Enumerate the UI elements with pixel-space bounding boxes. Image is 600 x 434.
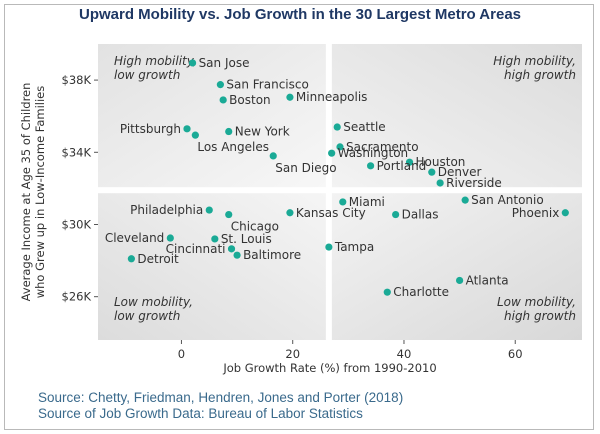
point-label: Dallas <box>402 208 439 222</box>
data-point <box>205 206 213 214</box>
data-point <box>436 179 444 187</box>
quadrant-labels: High mobility, low growth High mobility, hi… <box>114 54 576 323</box>
point-label: Tampa <box>334 240 374 254</box>
data-point <box>366 162 375 170</box>
data-point <box>225 210 233 219</box>
point-label: Pittsburgh <box>120 122 181 136</box>
quadrant-label-bottom-right: Low mobility, high growth <box>497 295 576 323</box>
point-label: Detroit <box>137 252 179 266</box>
data-point <box>461 196 469 204</box>
source-line-2: Source of Job Growth Data: Bureau of Lab… <box>38 406 363 421</box>
x-tick-label: 0 <box>178 347 185 361</box>
point-label: Charlotte <box>393 285 449 299</box>
source-line-1: Source: Chetty, Friedman, Hendren, Jones… <box>38 390 404 405</box>
point-label: Houston <box>416 155 466 169</box>
data-point <box>383 288 391 296</box>
point-label: San Francisco <box>226 78 308 92</box>
point-label: Portland <box>377 159 427 173</box>
point-label: Los Angeles <box>197 140 269 154</box>
data-point <box>211 235 219 243</box>
quadrant-label-top-right: High mobility, high growth <box>493 54 576 82</box>
point-label: Phoenix <box>512 206 560 220</box>
data-point <box>269 152 277 160</box>
y-tick-label: $34K <box>62 145 92 159</box>
x-tick-label: 40 <box>397 347 412 361</box>
quadrant-label-top-left: High mobility, low growth <box>114 54 197 82</box>
data-point <box>339 198 347 206</box>
data-point <box>191 131 199 139</box>
point-label: Miami <box>349 195 385 209</box>
point-label: Atlanta <box>466 273 509 287</box>
data-point <box>456 276 464 285</box>
point-label: Chicago <box>231 220 279 234</box>
x-axis-label: Job Growth Rate (%) from 1990-2010 <box>222 361 436 375</box>
point-label: St. Louis <box>221 232 272 246</box>
data-point <box>216 81 224 89</box>
data-point <box>183 125 191 133</box>
data-point <box>127 255 135 263</box>
x-tick-label: 60 <box>508 347 523 361</box>
data-point <box>219 96 227 104</box>
y-tick-label: $38K <box>62 73 92 87</box>
data-point <box>328 149 336 157</box>
data-point <box>561 209 569 217</box>
quadrant-top-right <box>331 44 582 188</box>
point-label: Seattle <box>343 120 385 134</box>
y-tick-label: $30K <box>62 217 92 231</box>
data-point <box>188 59 197 67</box>
y-tick-label: $26K <box>62 290 92 304</box>
point-label: Kansas City <box>296 206 366 220</box>
point-label: San Jose <box>199 56 250 70</box>
quadrant-backgrounds <box>98 44 582 340</box>
data-point <box>405 158 414 166</box>
quadrant-bottom-left <box>98 193 326 340</box>
data-point <box>392 210 400 219</box>
quadrant-label-bottom-left: Low mobility, low growth <box>114 295 193 323</box>
data-point <box>286 93 294 101</box>
data-point <box>286 209 294 217</box>
point-label: Minneapolis <box>296 90 368 104</box>
data-point <box>166 234 174 242</box>
point-label: Boston <box>229 93 270 107</box>
y-axis-label: Average Income at Age 35 of Childrenwho … <box>19 83 47 302</box>
x-tick-label: 20 <box>285 347 300 361</box>
point-label: Washington <box>338 146 409 160</box>
data-point <box>428 168 436 176</box>
quadrant-top-left <box>98 44 326 188</box>
point-label: Cincinnati <box>166 242 226 256</box>
data-point <box>325 243 333 251</box>
point-label: Sacramento <box>346 140 419 154</box>
data-points <box>127 59 569 296</box>
point-label: San Diego <box>275 161 336 175</box>
point-label: Denver <box>438 165 482 179</box>
data-point <box>336 143 344 151</box>
data-point <box>225 127 233 136</box>
axes: $26K $30K $34K $38K 0 20 40 60 Job Growth Rate (… <box>19 73 523 375</box>
point-label: New York <box>235 125 290 139</box>
point-label: Riverside <box>446 176 502 190</box>
data-point <box>233 251 241 259</box>
quadrant-bottom-right <box>331 193 582 340</box>
point-label: San Antonio <box>471 193 544 207</box>
data-point <box>227 245 236 253</box>
point-label: Philadelphia <box>130 203 203 217</box>
point-label: Baltimore <box>243 248 301 262</box>
data-point <box>333 123 341 131</box>
point-label: Cleveland <box>105 231 165 245</box>
chart-title: Upward Mobility vs. Job Growth in the 30… <box>78 6 522 23</box>
